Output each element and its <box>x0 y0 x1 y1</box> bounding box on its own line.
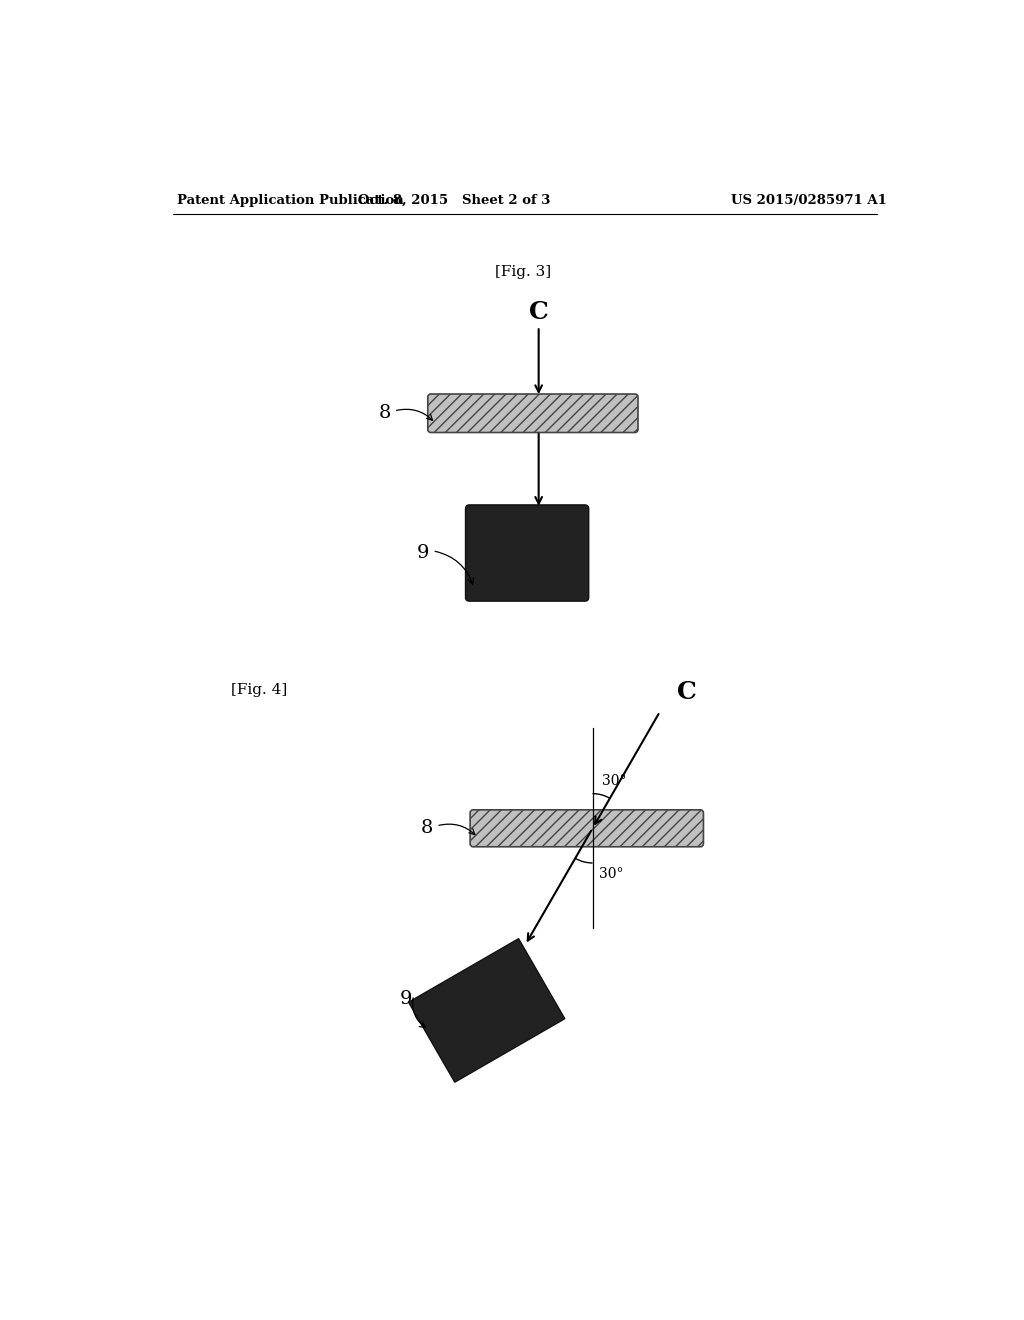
Text: C: C <box>528 301 549 325</box>
Text: 8: 8 <box>421 820 433 837</box>
Text: [Fig. 4]: [Fig. 4] <box>230 682 287 697</box>
Text: C: C <box>677 680 696 705</box>
Text: 8: 8 <box>379 404 391 422</box>
Text: 30°: 30° <box>602 774 627 788</box>
Text: [Fig. 3]: [Fig. 3] <box>496 265 551 280</box>
Bar <box>409 939 565 1082</box>
FancyBboxPatch shape <box>470 810 703 847</box>
FancyBboxPatch shape <box>466 506 589 601</box>
Text: Patent Application Publication: Patent Application Publication <box>177 194 403 207</box>
Text: Oct. 8, 2015   Sheet 2 of 3: Oct. 8, 2015 Sheet 2 of 3 <box>357 194 550 207</box>
Text: 30°: 30° <box>599 867 624 882</box>
Text: US 2015/0285971 A1: US 2015/0285971 A1 <box>731 194 887 207</box>
FancyBboxPatch shape <box>428 395 638 433</box>
Text: 9: 9 <box>417 544 429 562</box>
Text: 9: 9 <box>399 990 412 1008</box>
